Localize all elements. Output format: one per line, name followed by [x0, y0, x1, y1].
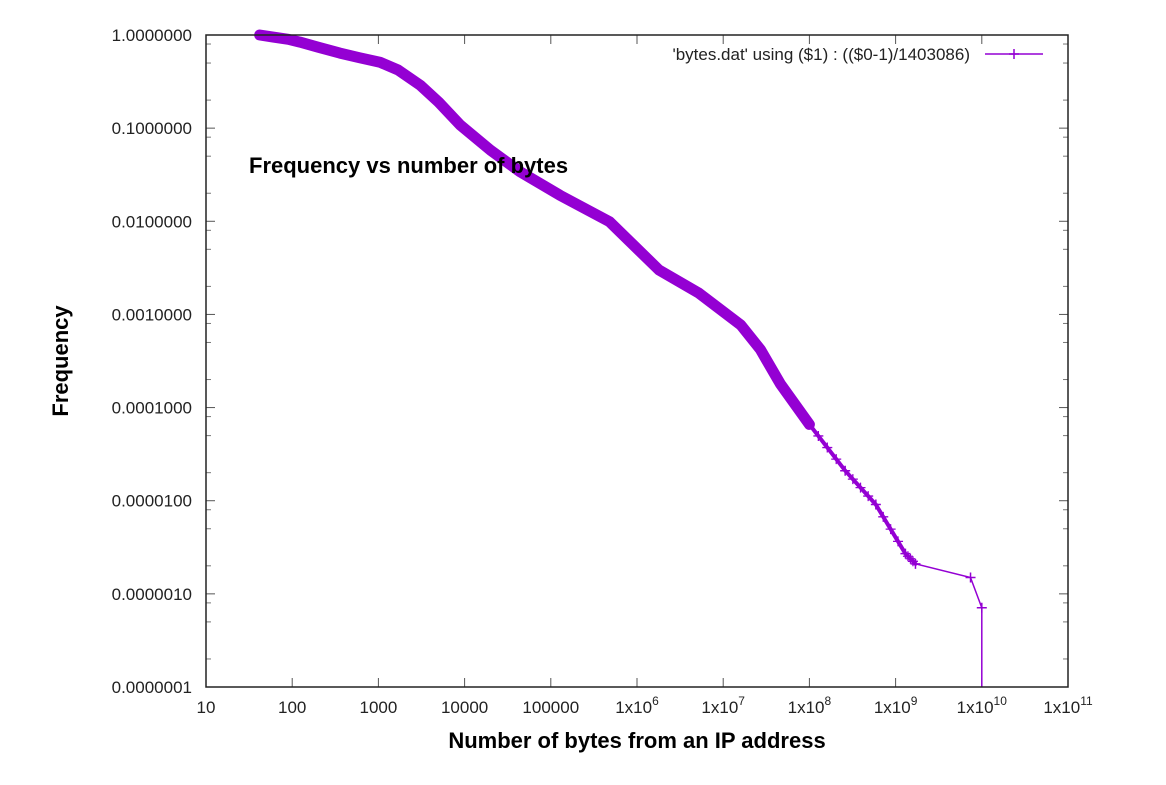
plus-marker-icon [885, 524, 896, 535]
y-tick-label: 0.0010000 [112, 305, 192, 324]
plus-marker-icon [863, 491, 874, 502]
y-tick-label: 0.0001000 [112, 399, 192, 418]
x-tick-label: 1x109 [874, 694, 918, 717]
plus-marker-icon [907, 556, 918, 567]
y-tick-label: 0.1000000 [112, 119, 192, 138]
y-axis-ticks: 1.0000000 0.1000000 0.0100000 0.0010000 0.00… [112, 26, 1068, 697]
chart-title: Frequency vs number of bytes [249, 153, 568, 178]
plus-marker-icon [855, 482, 866, 493]
x-tick-label: 10000 [441, 698, 488, 717]
plus-marker-icon [893, 536, 904, 547]
y-tick-label: 0.0000001 [112, 678, 192, 697]
plus-marker-icon [878, 511, 889, 522]
plus-marker-icon [905, 553, 916, 564]
plus-marker-icon [822, 442, 833, 453]
plus-marker-icon [840, 465, 851, 476]
plus-marker-icon [813, 430, 824, 441]
x-tick-label: 1x107 [701, 694, 745, 717]
x-axis-title: Number of bytes from an IP address [448, 728, 825, 753]
y-tick-label: 0.0000010 [112, 585, 192, 604]
plus-marker-icon [902, 551, 913, 562]
plus-marker-icon [804, 419, 815, 430]
legend: 'bytes.dat' using ($1) : (($0-1)/1403086… [672, 45, 1043, 64]
series-line [259, 34, 983, 687]
y-tick-label: 1.0000000 [112, 26, 192, 45]
legend-plus-marker-icon [1009, 49, 1019, 59]
plus-marker-icon [847, 474, 858, 485]
x-tick-label: 100000 [522, 698, 579, 717]
plus-marker-icon [900, 548, 911, 559]
plus-marker-icon [910, 558, 921, 569]
x-tick-label: 10 [197, 698, 216, 717]
y-axis-title: Frequency [48, 305, 73, 417]
plus-marker-icon [965, 572, 976, 583]
x-tick-label: 1000 [359, 698, 397, 717]
x-tick-label: 1x106 [615, 694, 659, 717]
plus-marker-icon [831, 454, 842, 465]
y-tick-label: 0.0100000 [112, 212, 192, 231]
x-tick-label: 100 [278, 698, 306, 717]
legend-label: 'bytes.dat' using ($1) : (($0-1)/1403086… [672, 45, 970, 64]
data-series [254, 29, 987, 687]
plus-marker-icon [870, 499, 881, 510]
x-tick-label: 1x108 [788, 694, 832, 717]
plus-marker-icon [976, 602, 987, 613]
y-tick-label: 0.0000100 [112, 492, 192, 511]
plot-frame [205, 34, 1069, 688]
